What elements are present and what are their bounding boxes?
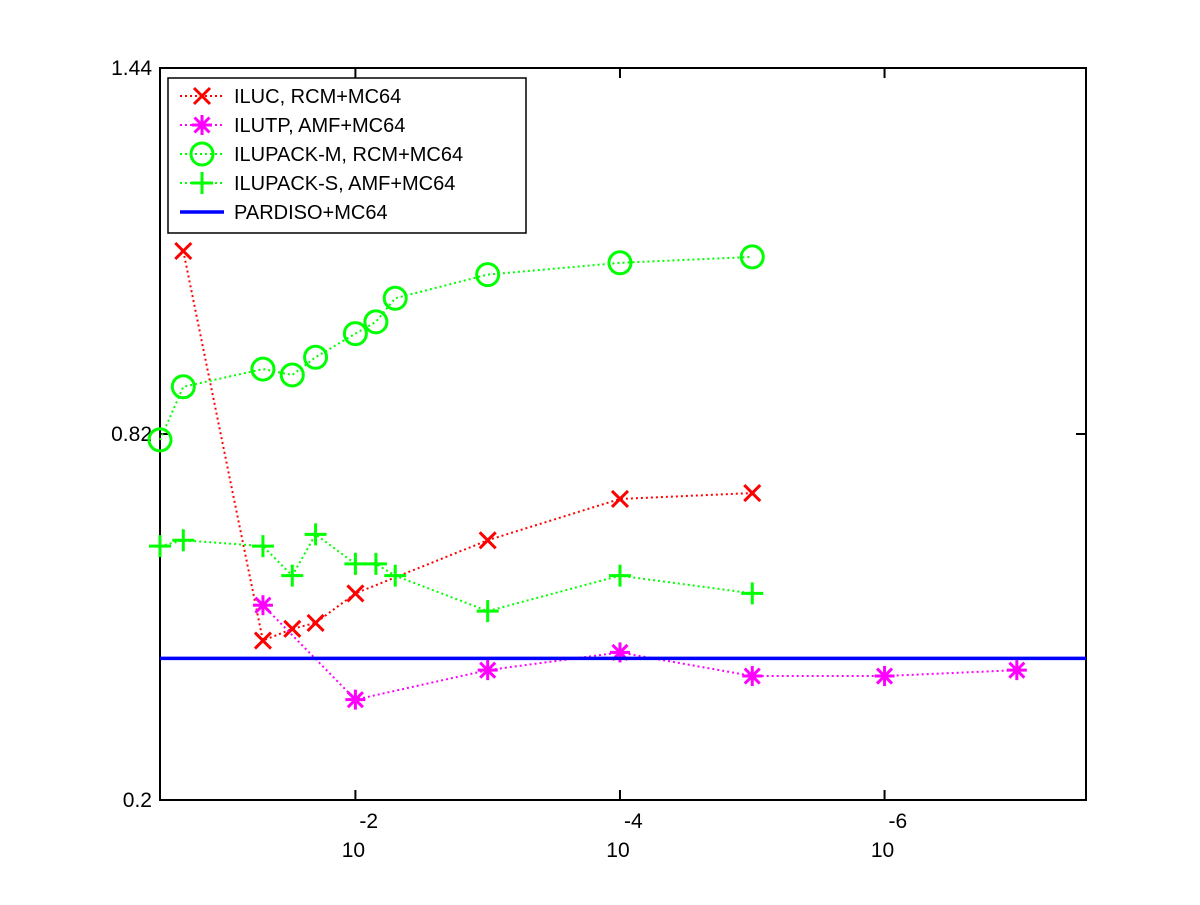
data-point	[253, 631, 272, 650]
legend-marker	[192, 115, 212, 135]
data-point	[172, 529, 195, 552]
legend-marker	[192, 86, 212, 106]
series-0	[174, 241, 762, 650]
legend-label: PARDISO+MC64	[234, 202, 388, 224]
data-point	[478, 531, 497, 550]
series-3	[149, 523, 764, 623]
data-point	[476, 600, 499, 623]
data-point	[743, 483, 762, 503]
data-point	[384, 564, 407, 587]
data-point	[306, 613, 325, 632]
data-point	[874, 666, 895, 687]
y-tick-label: 0.82	[111, 423, 152, 446]
series-line	[182, 250, 753, 642]
data-point	[345, 689, 366, 710]
y-tick-label: 1.44	[111, 57, 152, 80]
data-point	[342, 321, 368, 347]
data-point	[1006, 660, 1027, 681]
legend-label: ILUPACK-M, RCM+MC64	[234, 144, 463, 166]
data-point	[610, 489, 630, 508]
legend-item: ILUPACK-S, AMF+MC64	[180, 172, 455, 195]
data-point	[250, 356, 276, 382]
data-point	[174, 241, 193, 261]
data-point	[279, 362, 305, 388]
y-tick-label: 0.2	[123, 789, 152, 812]
legend-item: ILUPACK-M, RCM+MC64	[180, 141, 463, 167]
data-point	[475, 262, 501, 288]
data-point	[303, 344, 329, 370]
legend-label: ILUTP, AMF+MC64	[234, 115, 405, 137]
data-point	[281, 564, 304, 587]
data-point	[742, 666, 763, 687]
data-point	[363, 309, 389, 335]
series-1	[252, 595, 1027, 710]
legend-label: ILUC, RCM+MC64	[234, 86, 401, 108]
legend-marker	[189, 141, 215, 167]
x-tick-label-exponent: -6	[889, 810, 908, 833]
data-point	[477, 660, 498, 681]
series-line	[159, 532, 753, 613]
x-tick-label-base: 10	[871, 839, 894, 862]
data-point	[170, 374, 196, 400]
legend-item: ILUC, RCM+MC64	[180, 86, 401, 108]
series-line	[159, 255, 753, 441]
series-group	[147, 241, 1086, 710]
data-point	[608, 564, 631, 587]
legend-item: ILUTP, AMF+MC64	[180, 115, 405, 137]
legend-item: PARDISO+MC64	[180, 202, 388, 224]
data-point	[252, 595, 273, 616]
legend-marker	[191, 172, 213, 194]
data-point	[283, 619, 302, 638]
x-tick-label-base: 10	[606, 839, 629, 862]
y-axis: 0.2 0.82 1.44	[111, 57, 1086, 812]
legend-label: ILUPACK-S, AMF+MC64	[234, 173, 455, 195]
data-point	[149, 535, 171, 558]
data-point	[364, 552, 387, 575]
legend-box	[167, 77, 527, 234]
series-2	[147, 244, 765, 453]
data-point	[251, 535, 274, 558]
data-point	[741, 582, 764, 605]
data-point	[739, 244, 765, 270]
data-point	[147, 427, 173, 453]
x-tick-label-exponent: -2	[359, 810, 378, 833]
data-point	[346, 584, 365, 603]
data-point	[304, 523, 327, 546]
data-point	[607, 250, 633, 276]
x-tick-label-exponent: -4	[624, 810, 643, 833]
data-point	[382, 285, 408, 311]
data-point	[344, 552, 367, 575]
legend: ILUC, RCM+MC64 ILUTP, AMF+MC64 ILUPACK-M, …	[167, 77, 527, 234]
x-tick-label-base: 10	[342, 839, 365, 862]
x-axis: 10 -2 10 -4 10 -6	[342, 68, 908, 862]
